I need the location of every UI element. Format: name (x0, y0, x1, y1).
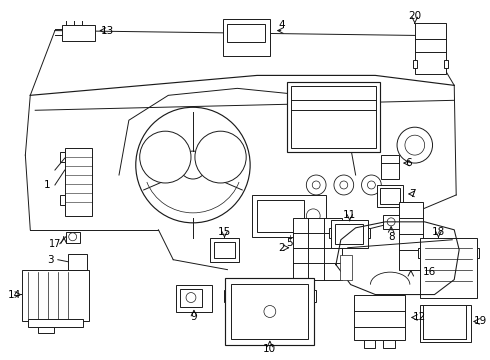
Bar (257, 200, 304, 232)
Bar (331, 220, 368, 248)
Circle shape (362, 175, 381, 195)
Circle shape (397, 127, 433, 163)
Bar (291, 86, 376, 148)
Bar (380, 188, 400, 204)
Circle shape (69, 233, 76, 241)
Text: 18: 18 (432, 227, 445, 237)
Bar (399, 202, 423, 270)
Bar (66, 232, 79, 243)
Bar (176, 285, 212, 312)
Text: 19: 19 (474, 316, 487, 327)
Bar (222, 19, 270, 57)
Bar (420, 238, 477, 298)
Bar (364, 340, 375, 348)
Circle shape (306, 209, 320, 223)
Text: 15: 15 (218, 227, 231, 237)
Bar (377, 185, 403, 207)
Text: 5: 5 (286, 238, 293, 248)
Bar (223, 289, 225, 302)
Text: 20: 20 (408, 11, 421, 21)
Bar (420, 305, 471, 342)
Text: 13: 13 (101, 26, 115, 36)
Text: 2: 2 (278, 243, 285, 253)
Bar (60, 152, 65, 162)
Circle shape (334, 175, 354, 195)
Bar (287, 82, 380, 152)
Circle shape (340, 181, 348, 189)
Bar (340, 255, 352, 280)
Bar (314, 289, 316, 302)
Bar (38, 328, 54, 333)
Text: 1: 1 (44, 180, 50, 190)
Bar (444, 60, 448, 68)
Bar (335, 224, 363, 244)
Text: 12: 12 (413, 312, 426, 323)
Bar (413, 60, 417, 68)
Circle shape (387, 218, 395, 226)
Circle shape (186, 293, 196, 302)
Text: 17: 17 (49, 239, 61, 249)
Bar (68, 254, 87, 270)
Text: 6: 6 (405, 158, 412, 168)
Bar (227, 24, 265, 41)
Bar (329, 228, 331, 238)
Circle shape (136, 107, 250, 223)
Bar (62, 24, 96, 41)
Bar (477, 248, 479, 258)
Circle shape (306, 175, 326, 195)
Circle shape (195, 131, 246, 183)
Text: 11: 11 (343, 210, 356, 220)
Circle shape (312, 181, 320, 189)
Bar (293, 218, 342, 280)
Circle shape (140, 131, 191, 183)
Bar (383, 340, 395, 348)
Circle shape (179, 151, 207, 179)
Bar (418, 248, 420, 258)
Bar (383, 215, 399, 229)
Bar (23, 270, 90, 321)
Bar (368, 228, 370, 238)
Bar (415, 23, 446, 75)
Bar (231, 284, 308, 339)
Text: 14: 14 (8, 289, 21, 300)
Text: 4: 4 (279, 19, 285, 30)
Text: 8: 8 (388, 232, 394, 242)
Bar (210, 238, 239, 262)
Circle shape (264, 306, 276, 318)
Text: 7: 7 (409, 189, 416, 199)
Circle shape (405, 135, 425, 155)
Bar (65, 148, 93, 216)
Bar (28, 319, 82, 328)
Bar (354, 294, 405, 340)
Bar (60, 195, 65, 205)
Text: 9: 9 (191, 312, 197, 323)
Circle shape (368, 181, 375, 189)
Bar (252, 195, 326, 237)
Bar (180, 289, 202, 306)
Text: 16: 16 (423, 267, 436, 276)
Bar (381, 155, 399, 179)
Text: 10: 10 (263, 345, 276, 354)
Text: 3: 3 (47, 255, 53, 265)
Bar (225, 278, 314, 345)
Bar (214, 242, 235, 258)
